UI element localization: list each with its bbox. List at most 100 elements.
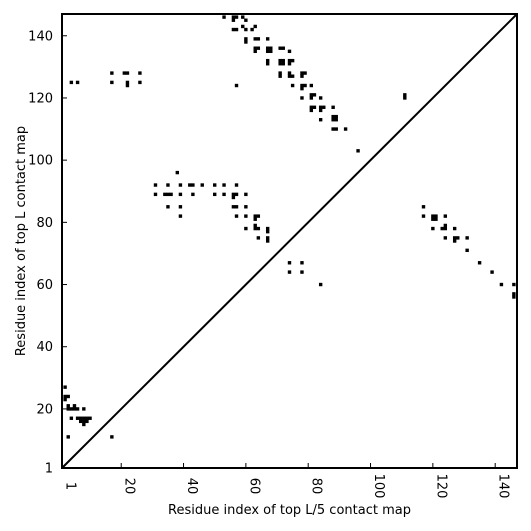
data-point — [244, 226, 248, 231]
data-point — [222, 183, 226, 187]
data-point — [241, 24, 245, 29]
data-point — [312, 105, 317, 109]
y-tick-label: 20 — [36, 402, 53, 417]
data-point — [231, 27, 236, 32]
data-point — [443, 226, 448, 231]
data-point — [256, 214, 261, 218]
data-point — [287, 261, 292, 265]
data-point — [309, 93, 314, 97]
data-point — [69, 416, 74, 420]
data-point — [66, 435, 70, 439]
data-point — [234, 183, 239, 187]
data-point — [82, 419, 86, 424]
data-point — [69, 80, 74, 85]
data-point — [331, 127, 335, 131]
data-point — [69, 407, 74, 411]
data-point — [403, 93, 407, 97]
data-point — [231, 205, 236, 209]
data-point — [281, 62, 285, 66]
y-tick-label: 40 — [36, 340, 53, 355]
data-point — [265, 239, 270, 243]
data-point — [122, 71, 127, 75]
data-point — [85, 419, 89, 424]
plot-frame — [61, 13, 518, 469]
data-point — [253, 223, 257, 228]
data-point — [287, 49, 292, 54]
data-point — [281, 58, 285, 63]
data-point — [278, 58, 282, 63]
data-point — [213, 183, 217, 187]
plot-area — [63, 15, 516, 439]
data-point — [153, 192, 158, 197]
data-point — [256, 46, 261, 50]
x-tick-label: 100 — [371, 474, 386, 499]
data-point — [331, 114, 335, 119]
data-point — [452, 236, 457, 240]
data-point — [234, 192, 239, 197]
data-point — [281, 46, 285, 50]
data-point — [343, 127, 348, 131]
data-point — [431, 214, 435, 218]
y-tick-label: 120 — [28, 91, 53, 106]
data-point — [300, 96, 304, 100]
data-point — [163, 192, 167, 197]
data-point — [178, 192, 183, 197]
data-point — [191, 192, 195, 197]
data-point — [434, 214, 438, 218]
data-point — [244, 214, 248, 218]
data-point — [309, 105, 314, 109]
x-axis-label: Residue index of top L/5 contact map — [168, 503, 411, 518]
data-point — [82, 407, 86, 411]
data-point — [309, 96, 314, 100]
y-tick-label: 140 — [28, 29, 53, 44]
data-point — [269, 46, 273, 50]
data-point — [253, 217, 257, 221]
data-point — [191, 183, 195, 187]
data-point — [234, 214, 239, 218]
data-point — [250, 27, 254, 32]
x-tick-label: 60 — [246, 478, 261, 495]
data-point — [278, 62, 282, 66]
data-point — [265, 229, 270, 234]
data-point — [166, 205, 170, 209]
data-point — [85, 416, 89, 420]
x-tick-label: 1 — [63, 482, 78, 490]
data-point — [265, 37, 270, 41]
data-point — [244, 27, 248, 32]
data-point — [278, 71, 282, 75]
data-point — [303, 83, 307, 88]
data-point — [303, 71, 307, 75]
data-point — [213, 192, 217, 197]
data-point — [63, 394, 67, 399]
data-point — [82, 416, 86, 420]
data-point — [269, 49, 273, 54]
data-point — [63, 385, 67, 389]
data-point — [166, 183, 170, 187]
x-tick-label: 140 — [496, 474, 511, 499]
data-point — [253, 226, 257, 231]
data-point — [222, 15, 226, 19]
data-point — [200, 183, 204, 187]
data-point — [309, 83, 314, 88]
data-point — [178, 214, 183, 218]
data-point — [456, 236, 460, 240]
data-point — [234, 83, 239, 88]
data-point — [110, 80, 114, 85]
data-point — [72, 407, 77, 411]
data-point — [318, 118, 323, 122]
data-point — [265, 46, 270, 50]
data-point — [290, 58, 295, 63]
data-point — [169, 192, 173, 197]
data-point — [452, 226, 457, 231]
data-point — [287, 62, 292, 66]
data-point — [138, 80, 142, 85]
data-point — [318, 108, 323, 113]
y-tick-label: 60 — [36, 278, 53, 293]
data-point — [290, 83, 295, 88]
data-point — [356, 149, 360, 153]
data-point — [63, 397, 67, 402]
data-point — [75, 416, 80, 420]
data-point — [231, 192, 236, 197]
data-point — [421, 214, 426, 218]
data-point — [334, 118, 338, 122]
